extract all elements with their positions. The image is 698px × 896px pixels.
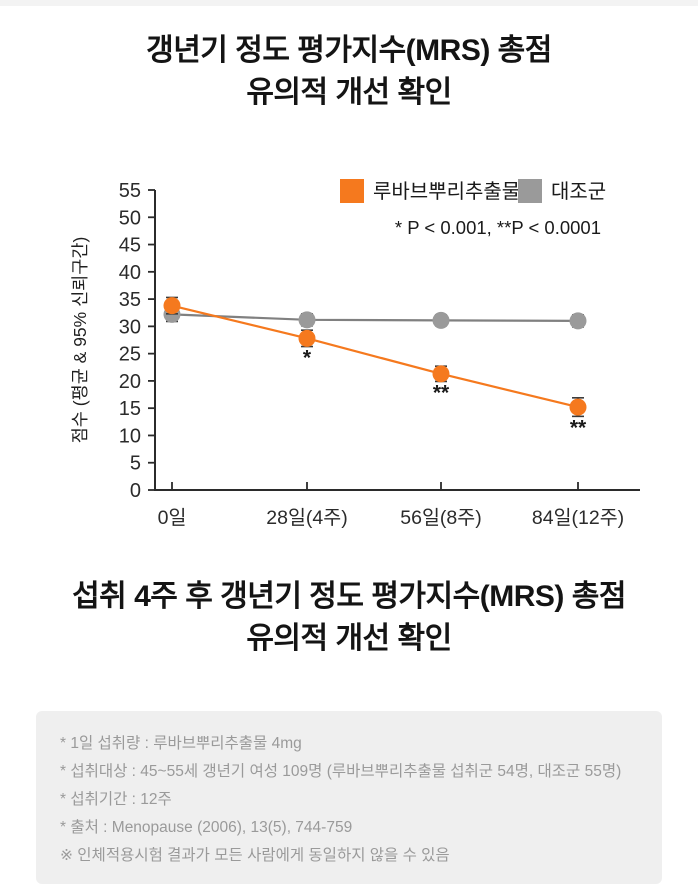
mrs-line-chart: 0 5 10 15 20 25 30 35 40 45 50 55 0일 28일(4주) 56일(8주) 84… bbox=[0, 158, 698, 558]
footnote-source: * 출처 : Menopause (2006), 13(5), 744-759 bbox=[60, 819, 353, 836]
y-tick-label: 40 bbox=[119, 262, 141, 284]
y-tick-label: 25 bbox=[119, 344, 141, 366]
legend-label: 루바브뿌리추출물 bbox=[373, 180, 520, 203]
y-axis-title: 점수 (평균 & 95% 신뢰구간) bbox=[70, 237, 90, 444]
y-tick-label: 30 bbox=[119, 316, 141, 338]
legend-label: 대조군 bbox=[551, 180, 606, 203]
legend-swatch bbox=[340, 179, 364, 203]
y-tick-label: 35 bbox=[119, 289, 141, 311]
series-line bbox=[171, 313, 579, 323]
page-title: 갱년기 정도 평가지수(MRS) 총점 유의적 개선 확인 bbox=[0, 30, 698, 114]
y-tick-label: 5 bbox=[130, 453, 141, 475]
data-point bbox=[432, 311, 450, 329]
data-point bbox=[163, 297, 181, 315]
conclusion-title-line2: 유의적 개선 확인 bbox=[246, 622, 452, 655]
page-title-line1: 갱년기 정도 평가지수(MRS) 총점 bbox=[146, 34, 552, 67]
conclusion-title-line1: 섭취 4주 후 갱년기 정도 평가지수(MRS) 총점 bbox=[72, 580, 626, 613]
series-line bbox=[171, 304, 579, 409]
x-tick-label: 56일(8주) bbox=[400, 507, 481, 529]
y-tick-label: 55 bbox=[119, 180, 141, 202]
data-point bbox=[298, 311, 316, 329]
significance-note: * P < 0.001, **P < 0.0001 bbox=[395, 217, 601, 238]
legend-swatch bbox=[518, 179, 542, 203]
y-tick-label: 15 bbox=[119, 398, 141, 420]
data-point bbox=[569, 312, 587, 330]
page-title-line2: 유의적 개선 확인 bbox=[246, 76, 452, 109]
significance-marker: ** bbox=[433, 381, 450, 404]
x-tick-label: 84일(12주) bbox=[532, 507, 624, 529]
data-point bbox=[569, 398, 587, 416]
significance-marker: * bbox=[303, 347, 312, 370]
significance-marker: ** bbox=[570, 416, 587, 439]
conclusion-title: 섭취 4주 후 갱년기 정도 평가지수(MRS) 총점 유의적 개선 확인 bbox=[0, 576, 698, 660]
y-tick-label: 20 bbox=[119, 371, 141, 393]
x-tick-label: 0일 bbox=[158, 507, 187, 529]
footnote-daily-intake: * 1일 섭취량 : 루바브뿌리추출물 4mg bbox=[60, 735, 302, 752]
y-tick-label: 45 bbox=[119, 235, 141, 257]
footnote-subjects: * 섭취대상 : 45~55세 갱년기 여성 109명 (루바브뿌리추출물 섭취… bbox=[60, 763, 622, 780]
y-tick-label: 50 bbox=[119, 207, 141, 229]
footnote-disclaimer: ※ 인체적용시험 결과가 모든 사람에게 동일하지 않을 수 있음 bbox=[60, 847, 450, 864]
study-info-card: * 1일 섭취량 : 루바브뿌리추출물 4mg * 섭취대상 : 45~55세 … bbox=[36, 711, 662, 884]
top-edge-strip bbox=[0, 0, 698, 6]
footnote-duration: * 섭취기간 : 12주 bbox=[60, 791, 172, 808]
y-tick-label: 10 bbox=[119, 425, 141, 447]
data-point bbox=[298, 329, 316, 347]
x-tick-label: 28일(4주) bbox=[266, 507, 347, 529]
y-tick-label: 0 bbox=[130, 480, 141, 502]
mrs-chart-svg: 0 5 10 15 20 25 30 35 40 45 50 55 0일 28일(4주) 56일(8주) 84… bbox=[70, 179, 640, 529]
data-point bbox=[432, 365, 450, 383]
